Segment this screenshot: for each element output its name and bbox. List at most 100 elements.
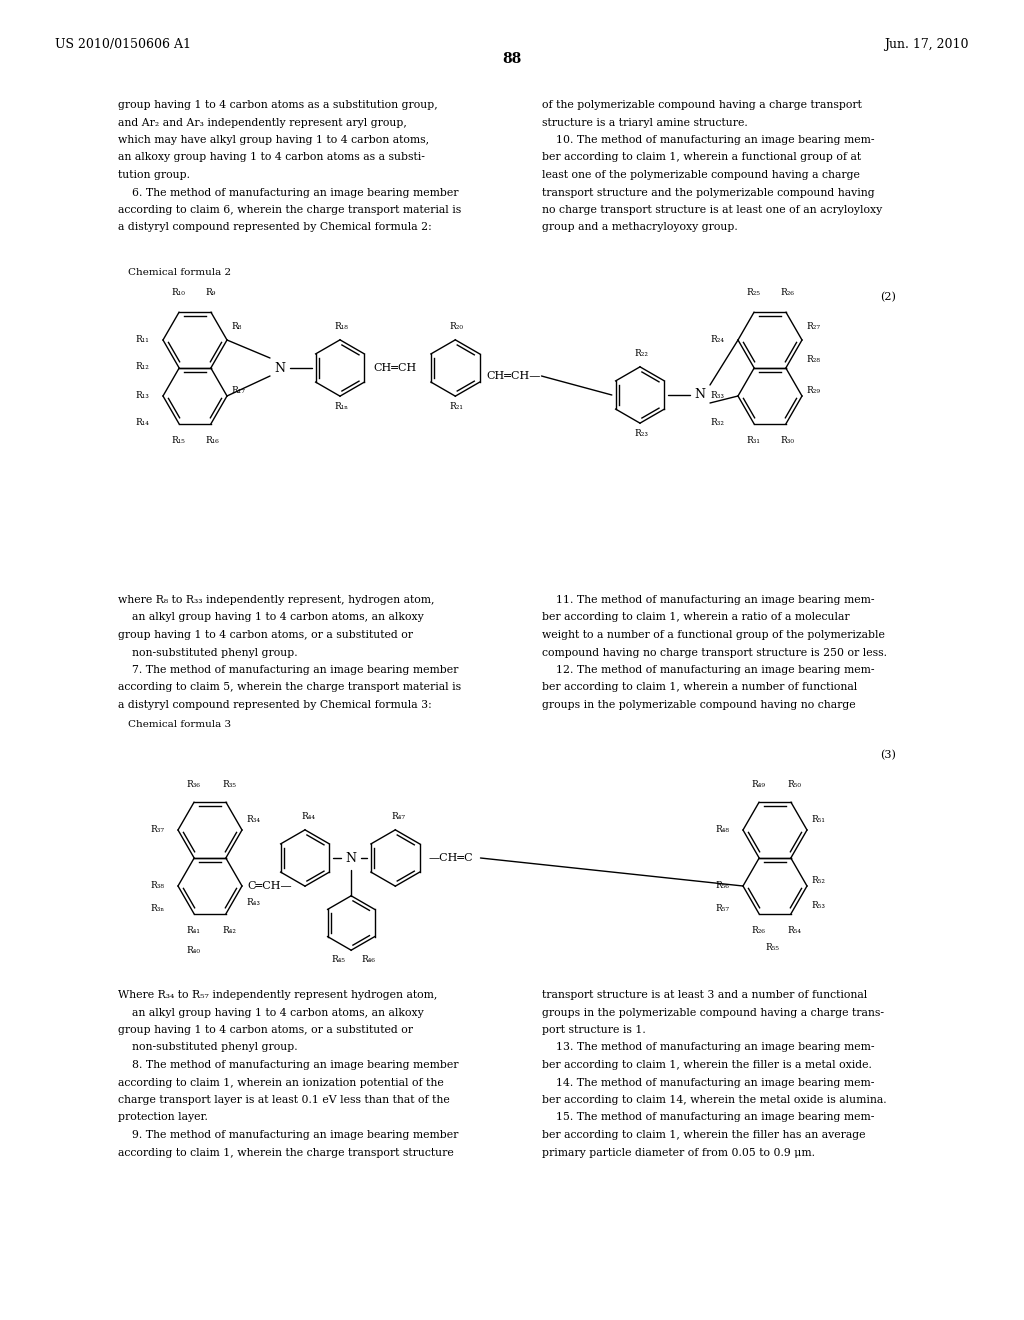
Text: 12. The method of manufacturing an image bearing mem-: 12. The method of manufacturing an image…	[542, 665, 874, 675]
Text: ber according to claim 1, wherein a ratio of a molecular: ber according to claim 1, wherein a rati…	[542, 612, 850, 623]
Text: group having 1 to 4 carbon atoms, or a substituted or: group having 1 to 4 carbon atoms, or a s…	[118, 1026, 413, 1035]
Text: R₃₅: R₃₅	[222, 780, 236, 789]
Text: R₂₉: R₂₉	[806, 385, 820, 395]
Text: R₁₆: R₁₆	[205, 436, 219, 445]
Text: R₂₅: R₂₅	[746, 288, 760, 297]
Text: R₂₂: R₂₂	[634, 348, 648, 358]
Text: ber according to claim 1, wherein a functional group of at: ber according to claim 1, wherein a func…	[542, 153, 861, 162]
Text: R₄₀: R₄₀	[186, 946, 200, 954]
Text: compound having no charge transport structure is 250 or less.: compound having no charge transport stru…	[542, 648, 887, 657]
Text: R₃₀: R₃₀	[780, 436, 794, 445]
Text: non-substituted phenyl group.: non-substituted phenyl group.	[118, 648, 298, 657]
Text: R₄₄: R₄₄	[301, 812, 315, 821]
Text: R₄₂: R₄₂	[222, 927, 236, 935]
Text: according to claim 6, wherein the charge transport material is: according to claim 6, wherein the charge…	[118, 205, 461, 215]
Text: according to claim 1, wherein an ionization potential of the: according to claim 1, wherein an ionizat…	[118, 1077, 443, 1088]
Text: weight to a number of a functional group of the polymerizable: weight to a number of a functional group…	[542, 630, 885, 640]
Text: which may have alkyl group having 1 to 4 carbon atoms,: which may have alkyl group having 1 to 4…	[118, 135, 429, 145]
Text: R₄₇: R₄₇	[391, 812, 406, 821]
Text: CH═CH—: CH═CH—	[486, 371, 541, 381]
Text: —CH═C: —CH═C	[428, 853, 473, 863]
Text: an alkoxy group having 1 to 4 carbon atoms as a substi-: an alkoxy group having 1 to 4 carbon ato…	[118, 153, 425, 162]
Text: 7. The method of manufacturing an image bearing member: 7. The method of manufacturing an image …	[118, 665, 459, 675]
Text: R₅₅: R₅₅	[765, 942, 779, 952]
Text: R₁₅: R₁₅	[171, 436, 185, 445]
Text: ber according to claim 1, wherein the filler has an average: ber according to claim 1, wherein the fi…	[542, 1130, 865, 1140]
Text: R₈: R₈	[231, 322, 242, 331]
Text: R₂₇: R₂₇	[806, 322, 820, 331]
Text: R₅₀: R₅₀	[787, 780, 801, 789]
Text: ber according to claim 1, wherein a number of functional: ber according to claim 1, wherein a numb…	[542, 682, 857, 693]
Text: R₂₀: R₂₀	[450, 322, 463, 331]
Text: 14. The method of manufacturing an image bearing mem-: 14. The method of manufacturing an image…	[542, 1077, 874, 1088]
Text: R₅₇: R₅₇	[715, 904, 729, 913]
Text: R₁₄: R₁₄	[135, 418, 148, 426]
Text: R₄₁: R₄₁	[186, 927, 200, 935]
Text: 88: 88	[503, 51, 521, 66]
Text: groups in the polymerizable compound having a charge trans-: groups in the polymerizable compound hav…	[542, 1007, 884, 1018]
Text: transport structure is at least 3 and a number of functional: transport structure is at least 3 and a …	[542, 990, 867, 1001]
Text: R₅₃: R₅₃	[811, 902, 825, 909]
Text: 15. The method of manufacturing an image bearing mem-: 15. The method of manufacturing an image…	[542, 1113, 874, 1122]
Text: (3): (3)	[880, 750, 896, 760]
Text: US 2010/0150606 A1: US 2010/0150606 A1	[55, 38, 191, 51]
Text: Chemical formula 2: Chemical formula 2	[128, 268, 231, 277]
Text: R₄₆: R₄₆	[361, 956, 375, 964]
Text: of the polymerizable compound having a charge transport: of the polymerizable compound having a c…	[542, 100, 862, 110]
Text: groups in the polymerizable compound having no charge: groups in the polymerizable compound hav…	[542, 700, 856, 710]
Text: Chemical formula 3: Chemical formula 3	[128, 719, 231, 729]
Text: 6. The method of manufacturing an image bearing member: 6. The method of manufacturing an image …	[118, 187, 459, 198]
Text: R₄₉: R₄₉	[751, 780, 765, 789]
Text: Jun. 17, 2010: Jun. 17, 2010	[885, 38, 969, 51]
Text: tution group.: tution group.	[118, 170, 190, 180]
Text: protection layer.: protection layer.	[118, 1113, 208, 1122]
Text: where R₈ to R₃₃ independently represent, hydrogen atom,: where R₈ to R₃₃ independently represent,…	[118, 595, 434, 605]
Text: R₅₄: R₅₄	[787, 927, 801, 935]
Text: charge transport layer is at least 0.1 eV less than that of the: charge transport layer is at least 0.1 e…	[118, 1096, 450, 1105]
Text: Where R₃₄ to R₅₇ independently represent hydrogen atom,: Where R₃₄ to R₅₇ independently represent…	[118, 990, 437, 1001]
Text: R₁ₙ: R₁ₙ	[334, 403, 348, 411]
Text: R₉: R₉	[205, 288, 215, 297]
Text: R₂₈: R₂₈	[806, 355, 820, 364]
Text: group having 1 to 4 carbon atoms as a substitution group,: group having 1 to 4 carbon atoms as a su…	[118, 100, 437, 110]
Text: primary particle diameter of from 0.05 to 0.9 μm.: primary particle diameter of from 0.05 t…	[542, 1147, 815, 1158]
Text: R₂₆: R₂₆	[752, 927, 765, 935]
Text: according to claim 5, wherein the charge transport material is: according to claim 5, wherein the charge…	[118, 682, 461, 693]
Text: R₁₇: R₁₇	[231, 385, 245, 395]
Text: R₃₇: R₃₇	[150, 825, 164, 834]
Text: an alkyl group having 1 to 4 carbon atoms, an alkoxy: an alkyl group having 1 to 4 carbon atom…	[118, 612, 424, 623]
Text: 9. The method of manufacturing an image bearing member: 9. The method of manufacturing an image …	[118, 1130, 459, 1140]
Text: 13. The method of manufacturing an image bearing mem-: 13. The method of manufacturing an image…	[542, 1043, 874, 1052]
Text: R₄₅: R₄₅	[331, 956, 345, 964]
Text: N: N	[274, 362, 286, 375]
Text: group and a methacryloyoxy group.: group and a methacryloyoxy group.	[542, 223, 737, 232]
Text: R₄₈: R₄₈	[715, 825, 729, 834]
Text: R₂₃: R₂₃	[634, 429, 648, 438]
Text: and Ar₂ and Ar₃ independently represent aryl group,: and Ar₂ and Ar₃ independently represent …	[118, 117, 407, 128]
Text: ber according to claim 1, wherein the filler is a metal oxide.: ber according to claim 1, wherein the fi…	[542, 1060, 871, 1071]
Text: R₃₈: R₃₈	[150, 880, 164, 890]
Text: R₄₃: R₄₃	[246, 898, 260, 907]
Text: a distyryl compound represented by Chemical formula 2:: a distyryl compound represented by Chemi…	[118, 223, 432, 232]
Text: no charge transport structure is at least one of an acryloyloxy: no charge transport structure is at leas…	[542, 205, 883, 215]
Text: group having 1 to 4 carbon atoms, or a substituted or: group having 1 to 4 carbon atoms, or a s…	[118, 630, 413, 640]
Text: R₂₁: R₂₁	[450, 403, 463, 411]
Text: R₁₂: R₁₂	[135, 362, 148, 371]
Text: 10. The method of manufacturing an image bearing mem-: 10. The method of manufacturing an image…	[542, 135, 874, 145]
Text: N: N	[694, 388, 706, 401]
Text: R₅₂: R₅₂	[811, 876, 825, 884]
Text: R₃₁: R₃₁	[746, 436, 760, 445]
Text: 8. The method of manufacturing an image bearing member: 8. The method of manufacturing an image …	[118, 1060, 459, 1071]
Text: R₁₃: R₁₃	[135, 391, 148, 400]
Text: R₂₄: R₂₄	[710, 335, 724, 345]
Text: port structure is 1.: port structure is 1.	[542, 1026, 646, 1035]
Text: R₁₀: R₁₀	[171, 288, 185, 297]
Text: N: N	[346, 851, 356, 865]
Text: R₃₆: R₃₆	[186, 780, 200, 789]
Text: R₁₁: R₁₁	[135, 335, 148, 345]
Text: R₁₈: R₁₈	[334, 322, 348, 331]
Text: structure is a triaryl amine structure.: structure is a triaryl amine structure.	[542, 117, 748, 128]
Text: C═CH—: C═CH—	[247, 880, 292, 891]
Text: R₃₄: R₃₄	[246, 814, 260, 824]
Text: (2): (2)	[880, 292, 896, 302]
